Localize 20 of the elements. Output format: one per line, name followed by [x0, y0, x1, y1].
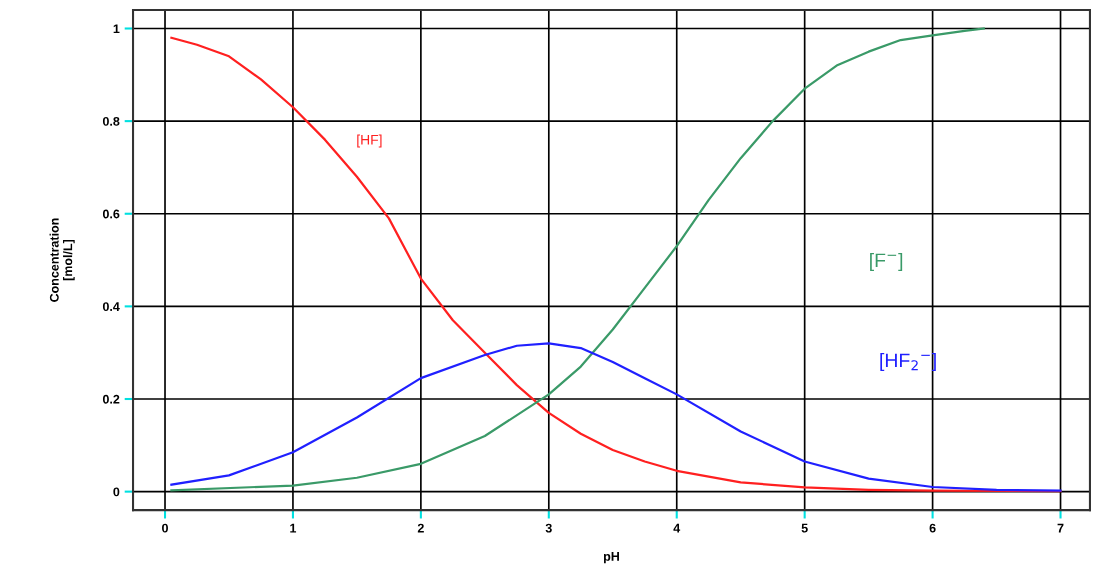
- x-tick-label: 4: [673, 523, 681, 533]
- x-tick-label: 2: [417, 523, 424, 533]
- y-axis-title: Concentration [mol/L]: [49, 218, 75, 302]
- y-tick-label: 0.8: [102, 116, 120, 126]
- x-tick-label: 3: [545, 523, 552, 533]
- series-label: [HF]: [357, 134, 382, 148]
- x-tick-label: 1: [290, 523, 297, 533]
- x-tick-label: 6: [929, 523, 936, 533]
- y-tick-label: 1: [113, 24, 120, 34]
- y-tick-label: 0.2: [102, 394, 120, 404]
- x-tick-label: 5: [801, 523, 808, 533]
- y-tick-label: 0.4: [102, 302, 120, 312]
- x-tick-label: 0: [162, 523, 168, 533]
- x-tick-label: 7: [1057, 523, 1064, 533]
- text: [F$^{−}$]: [870, 252, 903, 272]
- text: [HF$_{2}$$^{−}$]: [880, 352, 936, 372]
- y-tick-label: 0: [113, 487, 120, 497]
- y-tick-label: 0.6: [102, 209, 120, 219]
- line-series: [170, 342, 1062, 492]
- x-axis-title: pH: [603, 552, 619, 564]
